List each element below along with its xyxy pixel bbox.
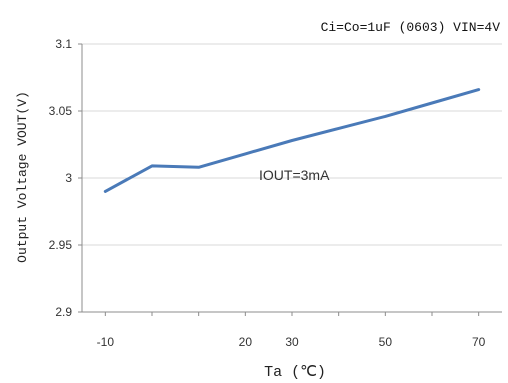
y-tick-label: 2.9: [55, 305, 72, 319]
y-tick-label: 3: [65, 171, 72, 185]
annotation-label: IOUT=3mA: [259, 167, 330, 183]
series-group: [103, 88, 481, 193]
x-axis-label: Ta (℃): [264, 364, 326, 381]
y-tick-labels: 2.9 2.95 3 3.05 3.1: [49, 37, 73, 319]
y-tick-label: 3.1: [55, 37, 72, 51]
grid-lines: [82, 43, 502, 246]
y-tick-label: 3.05: [49, 104, 73, 118]
x-tick-label: 30: [285, 335, 299, 349]
x-tick-label: 20: [239, 335, 253, 349]
x-tick-label: 50: [379, 335, 393, 349]
chart-title: Ci=Co=1uF (0603) VIN=4V: [321, 20, 501, 35]
y-tick-label: 2.95: [49, 238, 73, 252]
axes: [78, 43, 502, 316]
x-tick-labels: -10 20 30 50 70: [97, 335, 486, 349]
x-tick-label: 70: [472, 335, 486, 349]
series-line: [103, 88, 481, 193]
x-tick-label: -10: [97, 335, 115, 349]
y-axis-label: Output Voltage VOUT(V): [15, 91, 30, 263]
